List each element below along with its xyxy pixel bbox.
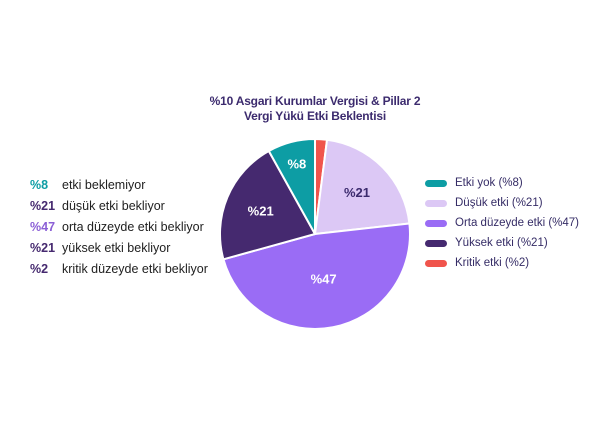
stat-label: düşük etki bekliyor [62,199,165,213]
stat-row: %21 yüksek etki bekliyor [30,238,208,259]
legend-label: Kritik etki (%2) [455,257,530,269]
pie-slice-3 [219,149,316,261]
stat-percentage: %47 [30,220,56,234]
pie-slice-2 [222,222,411,330]
stat-label: etki beklemiyor [62,178,146,192]
stat-percentage: %21 [30,199,56,213]
stat-label: yüksek etki bekliyor [62,241,171,255]
legend-item: Kritik etki (%2) [425,253,579,273]
legend-label: Yüksek etki (%21) [455,237,548,249]
chart-title-line1: %10 Asgari Kurumlar Vergisi & Pillar 2 [209,94,421,108]
legend-swatch-icon [425,179,447,187]
legend-item: Etki yok (%8) [425,173,579,193]
pie-svg: %21 %47 %21 %8 [219,137,411,330]
stat-row: %47 orta düzeyde etki bekliyor [30,217,208,238]
legend-swatch-icon [425,199,447,207]
pie-slice-1 [314,138,411,235]
stat-row: %21 düşük etki bekliyor [30,196,208,217]
legend-label: Orta düzeyde etki (%47) [455,217,580,229]
legend-swatch-icon [425,239,447,247]
pie-slice-label: %21 [344,185,370,200]
stat-row: %8 etki beklemiyor [30,175,208,196]
legend: Etki yok (%8) Düşük etki (%21) Orta düzeyd… [425,173,579,273]
legend-swatch-icon [425,259,447,267]
pie-slice-label: %47 [311,271,337,286]
legend-label: Düşük etki (%21) [455,197,543,209]
pie-slice-label: %8 [288,157,307,172]
stat-row: %2 kritik düzeyde etki bekliyor [30,259,208,280]
pie-slice-4 [267,138,316,235]
stat-percentage: %21 [30,241,56,255]
legend-label: Etki yok (%8) [455,177,523,189]
stats-list: %8 etki beklemiyor %21 düşük etki bekliyor%… [30,175,208,280]
pie-slice-label: %21 [248,204,274,219]
stat-label: kritik düzeyde etki bekliyor [62,262,208,276]
legend-item: Düşük etki (%21) [425,193,579,213]
stat-percentage: %2 [30,262,49,276]
pie-chart: %21 %47 %21 %8 [217,136,413,332]
stat-label: orta düzeyde etki bekliyor [62,220,204,234]
legend-item: Orta düzeyde etki (%47) [425,213,579,233]
legend-item: Yüksek etki (%21) [425,233,579,253]
chart-title-line2: Vergi Yükü Etki Beklentisi [244,109,386,123]
stat-percentage: %8 [30,178,49,192]
chart-title: %10 Asgari Kurumlar Vergisi & Pillar 2 V… [100,94,530,124]
legend-swatch-icon [425,219,447,227]
